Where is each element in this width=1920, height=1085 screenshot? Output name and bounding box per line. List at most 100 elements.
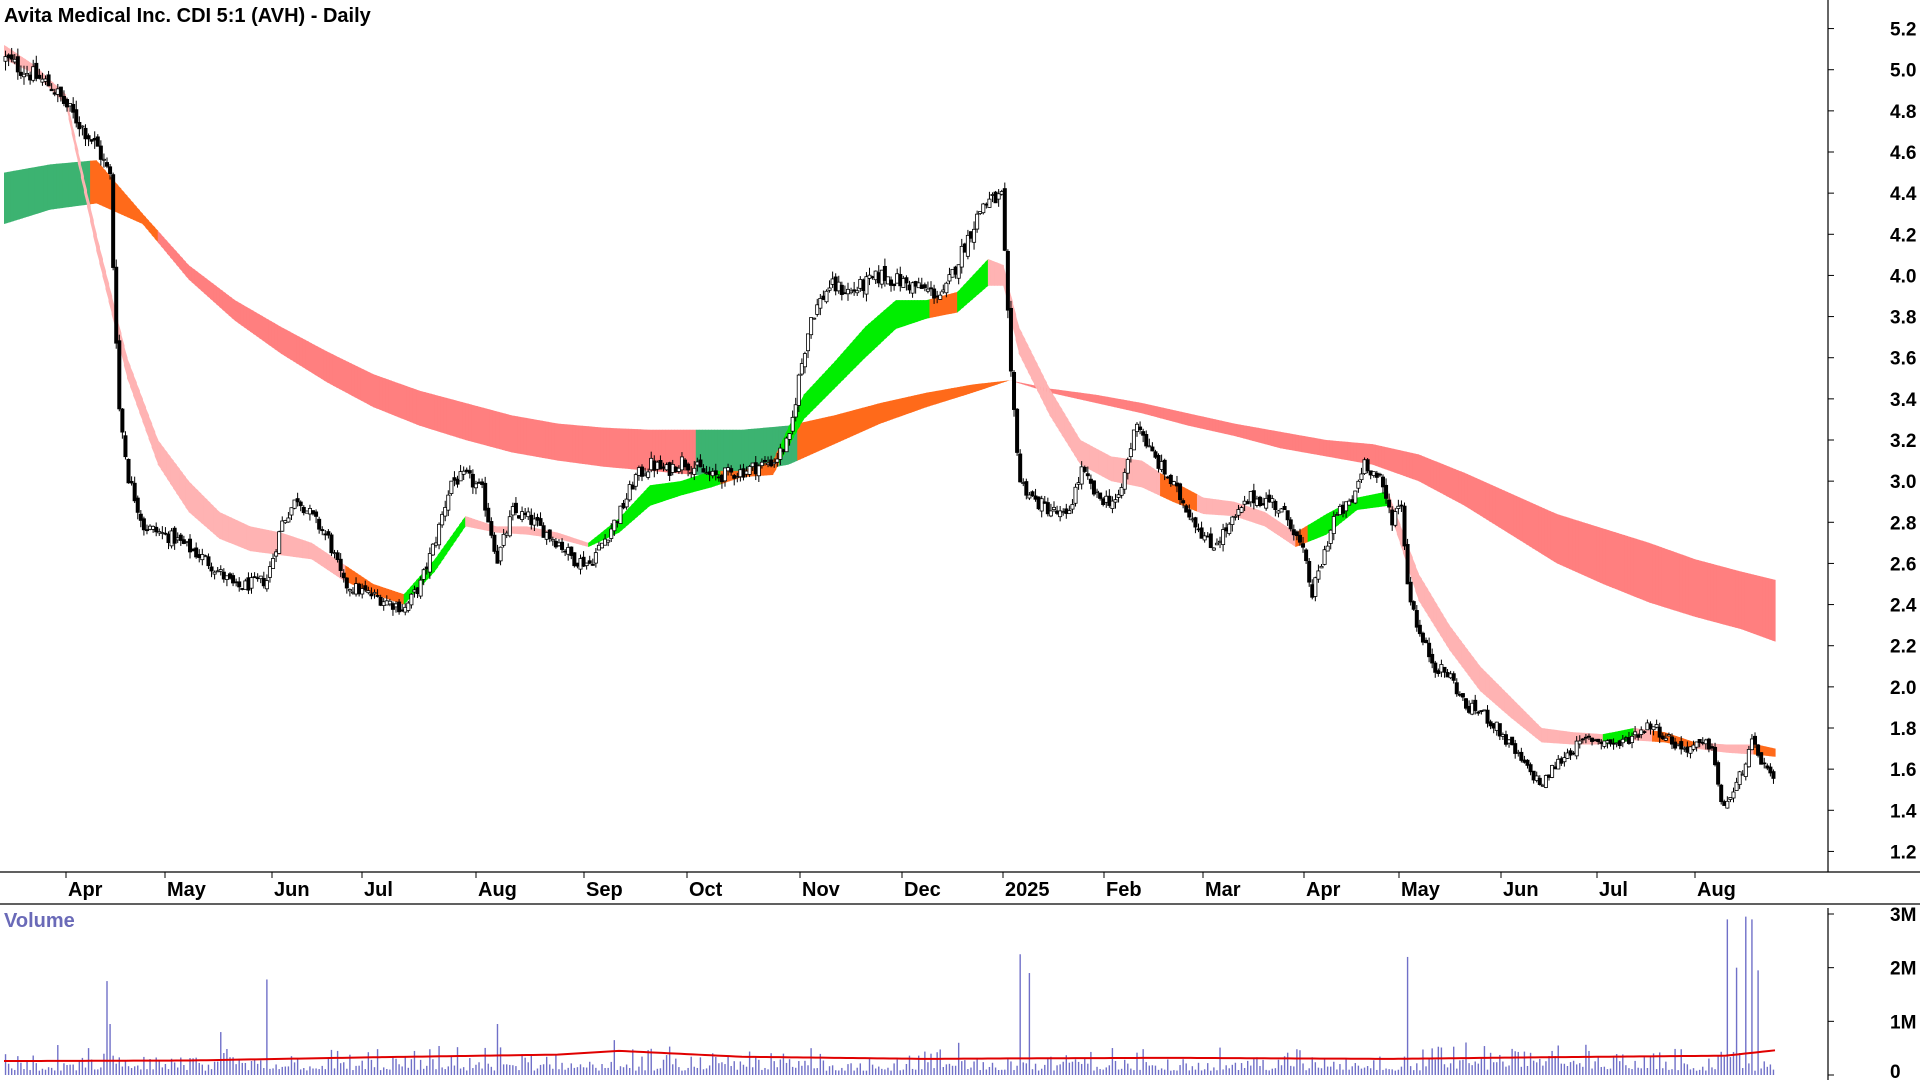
short-term-band-segment <box>80 164 85 193</box>
month-label: Oct <box>689 879 723 901</box>
candle-body <box>1211 547 1216 551</box>
long-term-band-segment <box>1212 418 1217 432</box>
long-term-band-segment <box>665 429 669 473</box>
candle-body <box>550 539 555 542</box>
long-term-band-segment <box>637 429 642 471</box>
candle-body <box>314 511 319 517</box>
short-term-band-segment <box>1409 549 1413 582</box>
candle-body <box>1411 601 1416 610</box>
short-term-band-segment <box>529 527 534 536</box>
short-term-band-segment <box>1433 599 1438 631</box>
long-term-band-segment <box>1024 383 1029 387</box>
candle-body <box>1414 610 1419 628</box>
price-tick-label: 4.0 <box>1890 266 1916 287</box>
long-term-band-segment <box>1307 436 1312 454</box>
long-term-band-segment <box>10 170 14 223</box>
short-term-band-segment <box>674 481 678 498</box>
short-term-band-segment <box>1160 472 1164 498</box>
long-term-band-segment <box>1710 563 1715 622</box>
price-tick-label: 4.8 <box>1890 102 1916 123</box>
short-term-band-segment <box>1276 520 1281 537</box>
long-term-band-segment <box>452 399 457 438</box>
long-term-band-segment <box>68 162 73 208</box>
long-term-band-segment <box>1329 440 1333 458</box>
candle-body <box>1399 504 1404 507</box>
candle-body <box>1586 735 1591 738</box>
candle-body <box>1771 771 1776 779</box>
long-term-band-segment <box>978 383 983 391</box>
short-term-band-segment <box>216 508 220 539</box>
volume-bars <box>3 916 1776 1075</box>
short-term-band-segment <box>904 300 909 326</box>
short-term-band-segment <box>1058 404 1063 436</box>
candle-body <box>1725 800 1730 809</box>
long-term-band-segment <box>1332 440 1336 459</box>
candle-body <box>513 502 518 514</box>
candle-body <box>114 266 119 344</box>
short-term-band-segment <box>1000 263 1004 286</box>
long-term-band-segment <box>1055 389 1060 395</box>
long-term-band-segment <box>578 425 583 464</box>
long-term-band-segment <box>206 279 211 299</box>
long-term-band-segment <box>1753 574 1758 635</box>
candle-body <box>3 56 8 62</box>
long-term-band-segment <box>757 428 761 471</box>
candle-body <box>1728 797 1733 800</box>
long-term-band-segment <box>1030 384 1035 388</box>
candle-body <box>132 482 137 502</box>
long-term-band-segment <box>1605 529 1610 587</box>
short-term-band-segment <box>468 517 472 528</box>
candle-body <box>1756 744 1761 756</box>
long-term-band-segment <box>1550 511 1555 562</box>
month-label: Jul <box>364 879 393 901</box>
long-term-band-segment <box>1350 442 1355 462</box>
short-term-band-segment <box>1455 633 1459 663</box>
short-term-band-segment <box>391 590 396 602</box>
short-term-band-segment <box>760 463 765 476</box>
candle-body <box>1384 484 1389 499</box>
long-term-band-segment <box>1215 419 1220 433</box>
long-term-band-segment <box>262 316 266 343</box>
candle-body <box>1519 751 1524 761</box>
long-term-band-segment <box>1495 486 1499 527</box>
candle-body <box>440 513 445 526</box>
month-label: Jun <box>274 879 310 901</box>
short-term-band-segment <box>1439 609 1444 640</box>
long-term-band-segment <box>1633 538 1638 598</box>
short-term-band-segment <box>1310 521 1315 541</box>
short-term-band-segment <box>1196 494 1201 513</box>
candle-body <box>483 482 488 511</box>
candle-body <box>1294 531 1299 537</box>
candle-body <box>839 284 844 295</box>
long-term-band-segment <box>59 163 64 209</box>
candle-body <box>1719 784 1724 803</box>
candle-body <box>1030 491 1035 497</box>
month-label: May <box>167 879 207 901</box>
long-term-band-segment <box>1449 466 1453 500</box>
short-term-band-segment <box>1547 728 1552 744</box>
short-term-band-segment <box>1467 649 1472 679</box>
candle-body <box>298 501 303 507</box>
long-term-band-segment <box>1630 537 1635 597</box>
candle-body <box>271 558 276 569</box>
candle-body <box>806 333 811 352</box>
short-term-band-segment <box>1648 730 1653 742</box>
long-term-band-segment <box>1771 579 1776 642</box>
candle-body <box>461 470 466 475</box>
long-term-band-segment <box>855 408 860 435</box>
long-term-band-segment <box>1544 508 1549 558</box>
long-term-band-segment <box>1273 430 1278 448</box>
long-term-band-segment <box>622 428 626 469</box>
long-term-band-segment <box>213 283 217 305</box>
short-term-band-segment <box>966 278 971 305</box>
long-term-band-segment <box>7 171 11 224</box>
long-term-band-segment <box>1144 403 1149 415</box>
long-term-band-segment <box>741 429 746 473</box>
long-term-band-segment <box>957 386 961 398</box>
long-term-band-segment <box>769 426 774 468</box>
long-term-band-segment <box>551 422 555 461</box>
long-term-band-segment <box>914 394 918 412</box>
long-term-band-segment <box>462 402 466 440</box>
long-term-band-segment <box>1510 493 1515 537</box>
